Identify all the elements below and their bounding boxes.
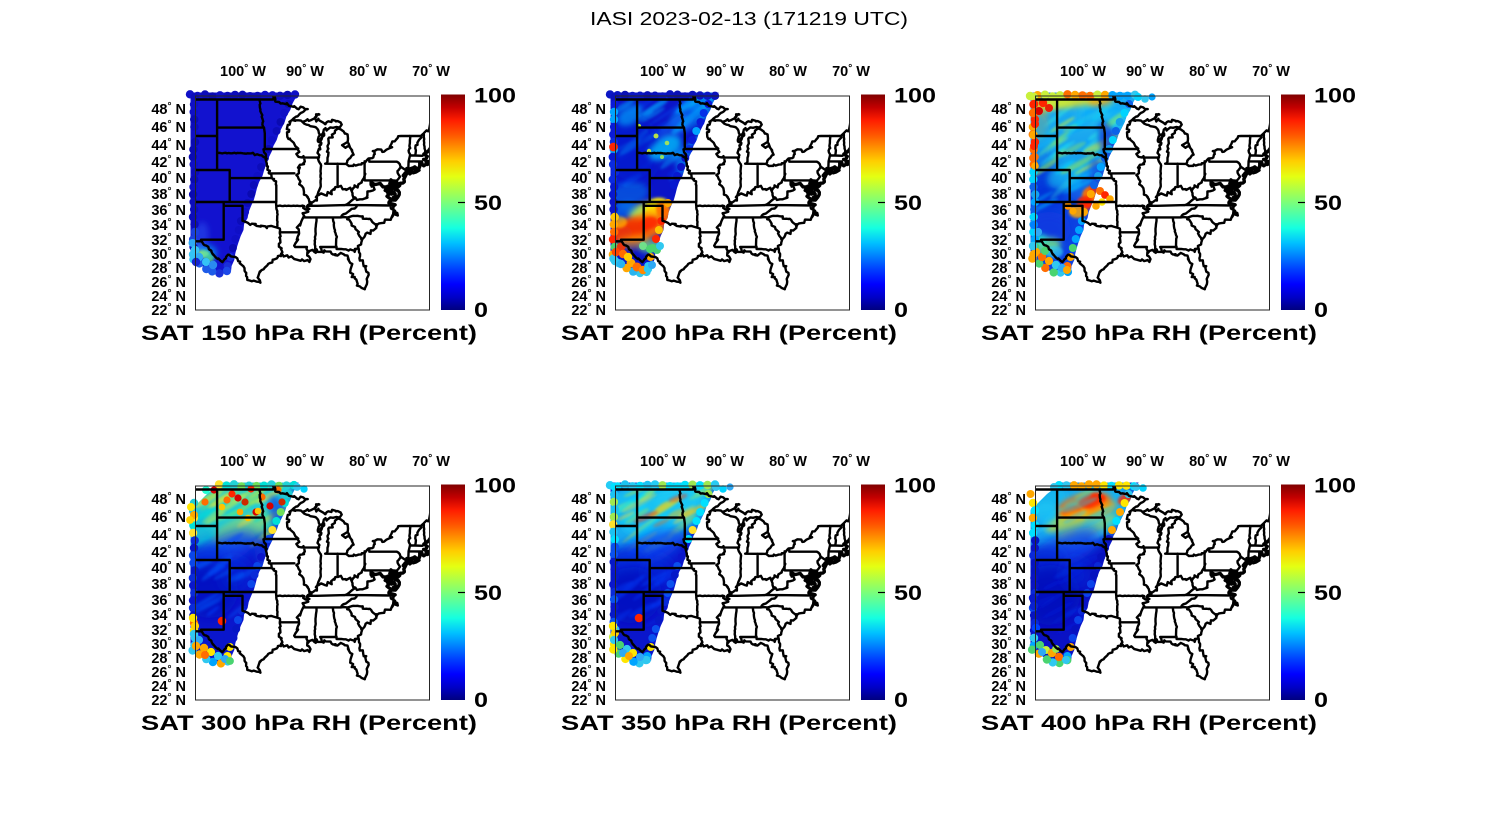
svg-text:SAT 300 hPa RH (Percent): SAT 300 hPa RH (Percent) bbox=[141, 711, 477, 735]
svg-text:SAT 400 hPa RH (Percent): SAT 400 hPa RH (Percent) bbox=[981, 711, 1317, 735]
svg-text:SAT 250 hPa RH (Percent): SAT 250 hPa RH (Percent) bbox=[981, 321, 1317, 345]
svg-text:SAT 150 hPa RH (Percent): SAT 150 hPa RH (Percent) bbox=[141, 321, 477, 345]
svg-text:SAT 350 hPa RH (Percent): SAT 350 hPa RH (Percent) bbox=[561, 711, 897, 735]
svg-text:SAT 200 hPa RH (Percent): SAT 200 hPa RH (Percent) bbox=[561, 321, 897, 345]
svg-text:IASI 2023-02-13 (171219 UTC): IASI 2023-02-13 (171219 UTC) bbox=[590, 9, 908, 29]
